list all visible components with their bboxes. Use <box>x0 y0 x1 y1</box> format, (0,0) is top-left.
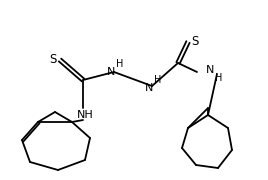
Text: H: H <box>116 59 124 69</box>
Text: NH: NH <box>77 110 93 120</box>
Text: H: H <box>215 73 223 83</box>
Text: N: N <box>145 83 153 93</box>
Text: N: N <box>206 65 214 75</box>
Text: S: S <box>191 35 199 48</box>
Text: H: H <box>154 75 162 85</box>
Text: S: S <box>49 53 57 66</box>
Text: N: N <box>107 67 115 77</box>
